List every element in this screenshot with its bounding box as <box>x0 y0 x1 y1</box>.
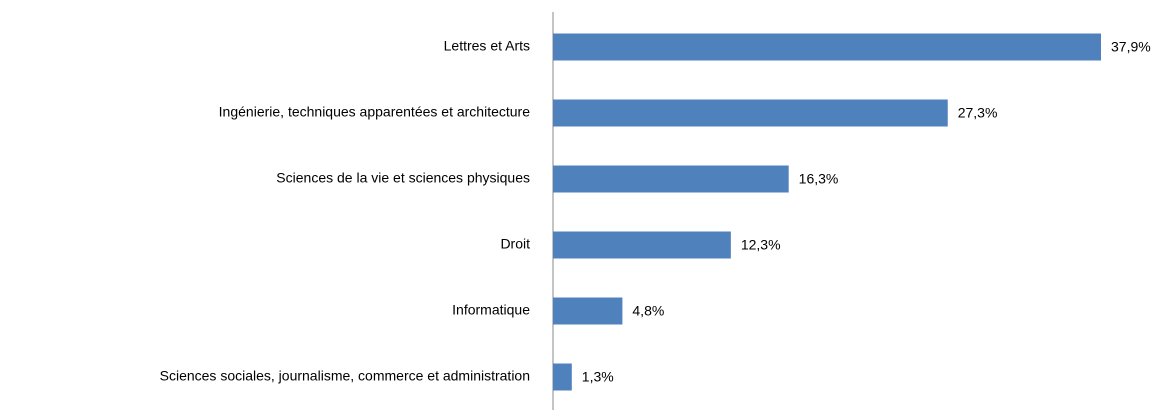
bar <box>553 231 731 259</box>
y-tick-label: Informatique <box>452 302 530 318</box>
bar <box>553 363 572 391</box>
data-label: 27,3% <box>958 105 998 121</box>
y-tick-label: Lettres et Arts <box>444 38 530 54</box>
y-tick-label: Ingénierie, techniques apparentées et ar… <box>219 104 531 120</box>
bar <box>553 297 623 325</box>
data-label: 12,3% <box>741 237 781 253</box>
data-label: 16,3% <box>799 171 839 187</box>
y-tick-label: Sciences sociales, journalisme, commerce… <box>160 368 530 384</box>
data-label: 37,9% <box>1111 39 1151 55</box>
data-label: 1,3% <box>582 369 614 385</box>
y-tick-label: Sciences de la vie et sciences physiques <box>276 170 530 186</box>
y-tick-label: Droit <box>500 236 530 252</box>
data-label: 4,8% <box>632 303 664 319</box>
bar <box>553 33 1101 61</box>
bar <box>553 165 789 193</box>
bar <box>553 99 948 127</box>
